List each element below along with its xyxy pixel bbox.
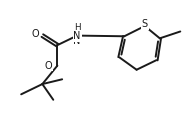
Text: H
N: H N (74, 25, 81, 46)
Text: S: S (142, 19, 148, 29)
Text: H: H (74, 23, 81, 32)
Text: N: N (74, 31, 81, 41)
Text: O: O (45, 61, 53, 71)
Text: O: O (31, 29, 39, 39)
